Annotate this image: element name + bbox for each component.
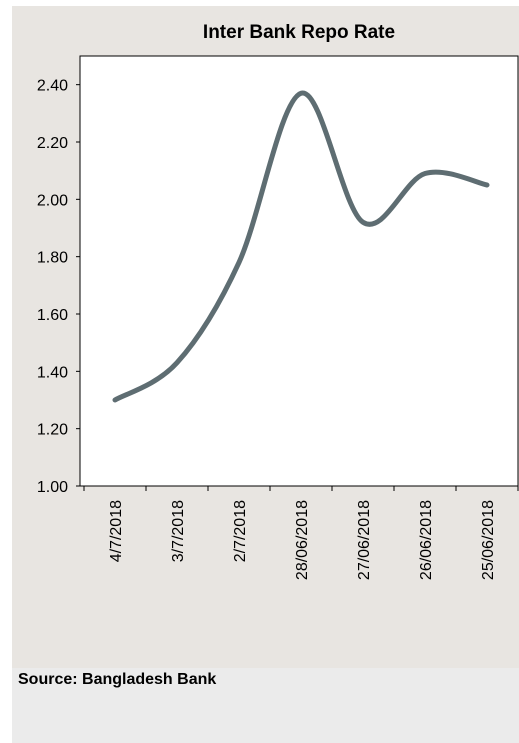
y-tick-label: 2.20 xyxy=(37,135,68,152)
y-tick-label: 1.80 xyxy=(37,250,68,267)
source-strip xyxy=(12,668,519,743)
y-tick-label: 2.40 xyxy=(37,78,68,95)
series-layer xyxy=(112,90,490,403)
x-tick-label: 2/7/2018 xyxy=(232,500,249,562)
y-tick-label: 1.40 xyxy=(37,364,68,381)
x-tick-label: 25/06/2018 xyxy=(480,500,497,580)
y-tick-label: 1.60 xyxy=(37,307,68,324)
plot-area xyxy=(79,55,519,487)
chart-title: Inter Bank Repo Rate xyxy=(202,22,396,43)
y-tick-label: 2.00 xyxy=(37,192,68,209)
x-tick-label: 28/06/2018 xyxy=(294,500,311,580)
source-note: Source: Bangladesh Bank xyxy=(18,671,217,688)
x-tick-label: 27/06/2018 xyxy=(356,500,373,580)
y-tick-label: 1.20 xyxy=(37,422,68,439)
series-line xyxy=(112,90,490,403)
x-tick-label: 26/06/2018 xyxy=(418,500,435,580)
x-tick-label: 4/7/2018 xyxy=(108,500,125,562)
y-tick-label: 1.00 xyxy=(37,479,68,496)
x-tick-label: 3/7/2018 xyxy=(170,500,187,562)
y-axis: 1.00 1.20 1.40 1.60 1.80 2.00 2.20 2.40 xyxy=(37,78,80,496)
x-axis: 4/7/2018 3/7/2018 2/7/2018 28/06/2018 27/06/… xyxy=(83,486,519,580)
